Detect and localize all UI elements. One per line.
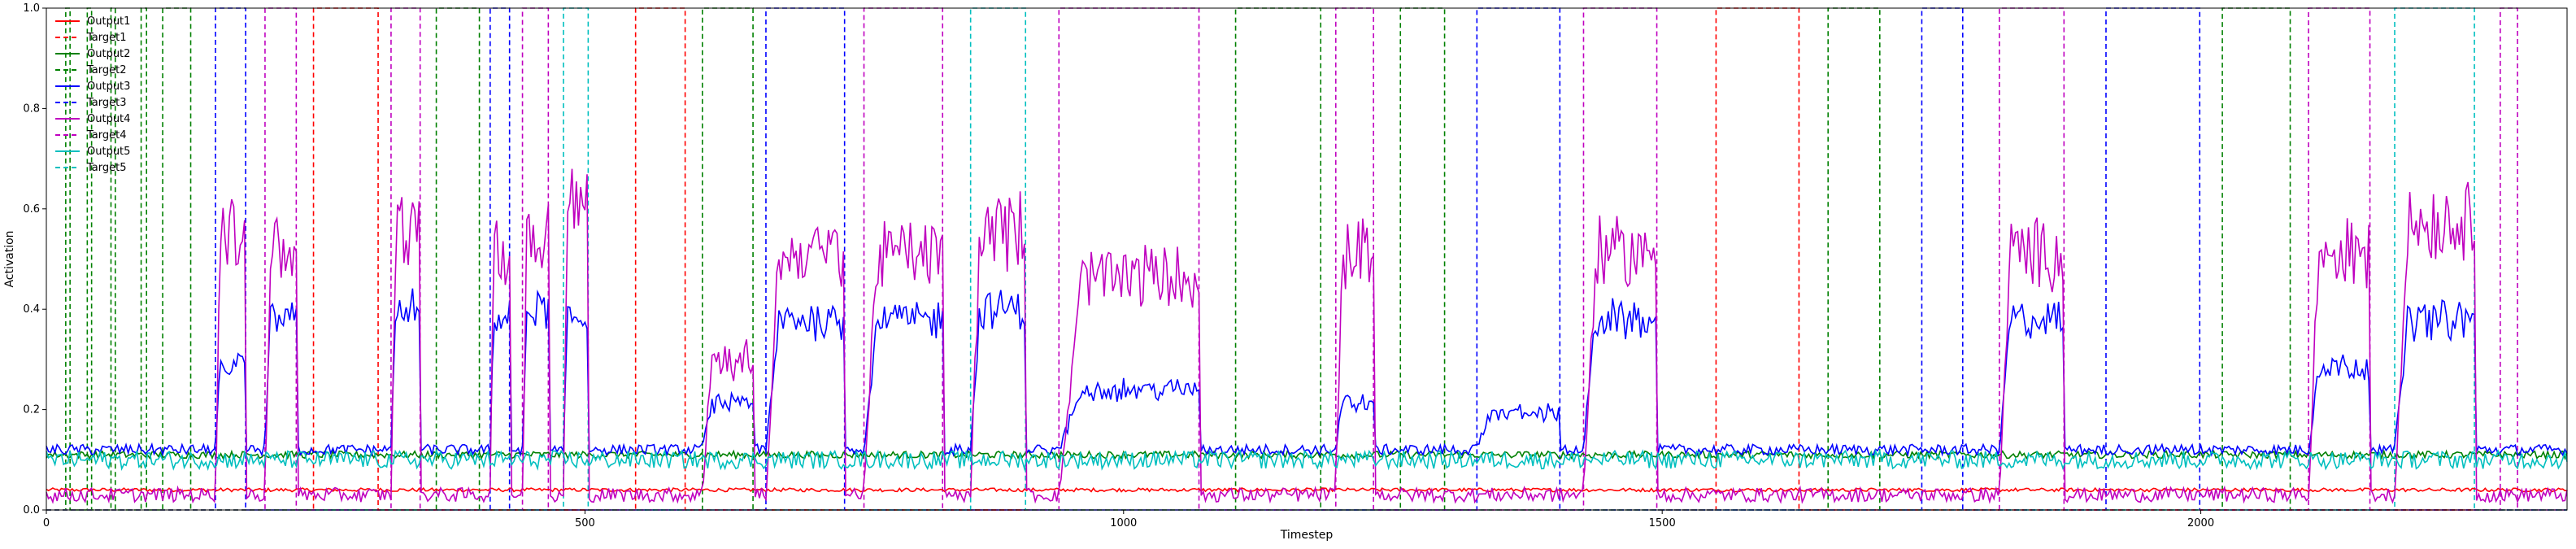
y-tick-label: 0.2 (23, 404, 40, 416)
legend-label: Output3 (87, 81, 130, 93)
x-tick-label: 1500 (1649, 517, 1676, 529)
legend-label: Output4 (87, 113, 130, 125)
legend-label: Target5 (86, 162, 127, 174)
x-tick-label: 1000 (1110, 517, 1137, 529)
x-axis-ticks: 0 500 1000 1500 2000 (43, 510, 2214, 529)
legend-label: Target3 (86, 97, 127, 109)
series-line-output4 (46, 168, 2568, 504)
legend-label: Target2 (86, 64, 127, 76)
y-axis-label: Activation (3, 230, 16, 287)
series-line-output5 (46, 448, 2568, 472)
x-tick-label: 500 (575, 517, 595, 529)
series-line-output3 (46, 288, 2568, 458)
x-axis-label: Timestep (1280, 529, 1334, 542)
x-tick-label: 2000 (2187, 517, 2214, 529)
series-line-output1 (46, 486, 2568, 493)
output-series-layer (46, 168, 2568, 504)
y-tick-label: 0.4 (23, 303, 40, 316)
legend-label: Target4 (86, 129, 127, 142)
y-axis-ticks: 0.0 0.2 0.4 0.6 0.8 1.0 (23, 2, 46, 516)
y-tick-label: 0.6 (23, 203, 40, 216)
plot-frame (46, 7, 2568, 511)
legend-label: Output2 (87, 48, 130, 60)
legend-label: Output5 (87, 146, 130, 158)
legend-label: Output1 (87, 15, 130, 28)
y-tick-label: 0.8 (23, 102, 40, 115)
y-tick-label: 0.0 (23, 504, 40, 516)
legend-label: Target1 (86, 32, 127, 44)
y-tick-label: 1.0 (23, 2, 40, 15)
x-tick-label: 0 (43, 517, 50, 529)
legend: Output1 Target1 Output2 Target2 Output3 Targe… (55, 15, 130, 174)
